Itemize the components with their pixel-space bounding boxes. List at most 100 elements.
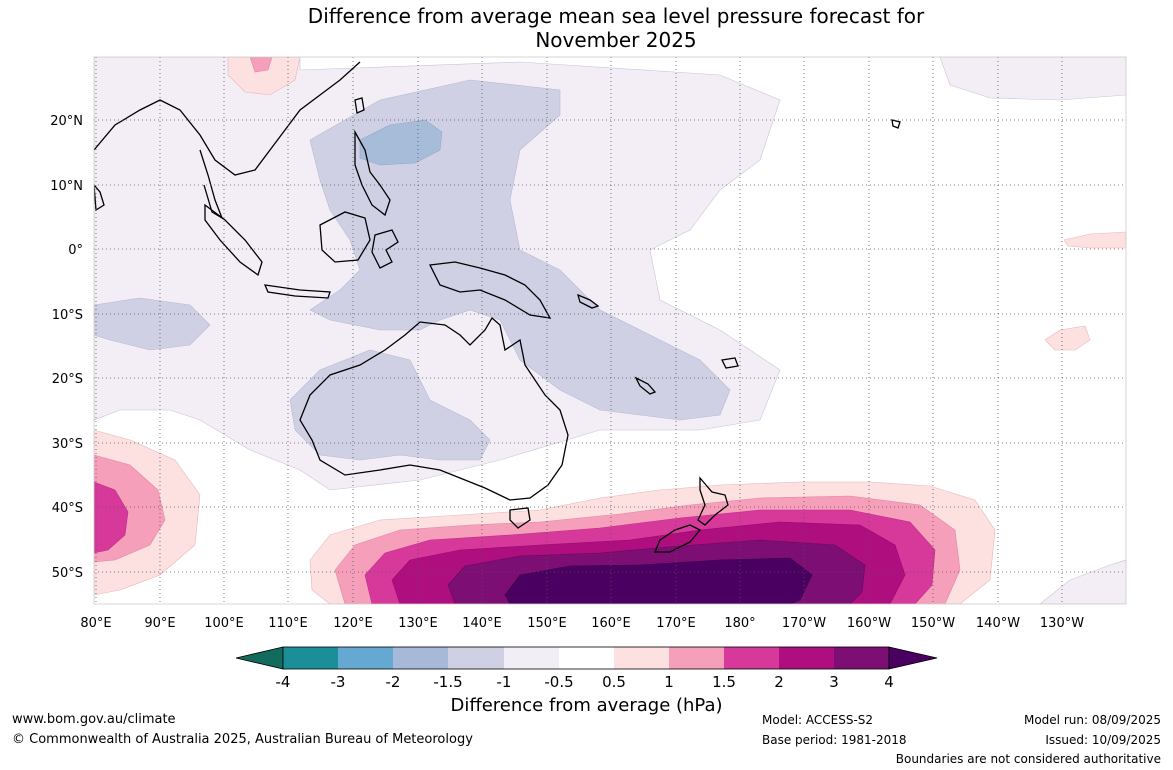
lon-label: 130°W <box>1040 616 1084 631</box>
colorbar-tick: -1 <box>497 673 512 691</box>
title-line-2: November 2025 <box>535 28 697 52</box>
australia-coastline <box>299 316 569 501</box>
colorbar-segment <box>504 647 559 669</box>
taiwan-coastline <box>354 97 365 114</box>
coastlines <box>94 61 901 553</box>
colorbar-segment <box>283 647 338 669</box>
issued-date: Issued: 10/09/2025 <box>1045 733 1161 747</box>
lon-label: 140°W <box>976 616 1020 631</box>
colorbar-segment <box>448 647 504 669</box>
contour-neg-1 <box>309 79 731 421</box>
contour-pos-4-south <box>504 557 813 604</box>
lat-label: 20°N <box>50 114 83 129</box>
chart-title: Difference from average mean sea level p… <box>0 4 1173 52</box>
contour-pos-1-5-west <box>94 481 129 554</box>
lon-label: 140°E <box>462 616 502 631</box>
map-frame <box>93 56 1127 605</box>
lon-label: 150°E <box>527 616 567 631</box>
colorbar <box>235 646 938 670</box>
contour-pos-east-eq <box>1063 231 1126 249</box>
base-period: Base period: 1981-2018 <box>762 733 907 747</box>
contour-neg-1-w <box>94 297 211 351</box>
colorbar-tick: -0.5 <box>544 673 573 691</box>
lon-label: 120°E <box>333 616 373 631</box>
colorbar-segment <box>393 647 448 669</box>
new-guinea-coastline <box>429 261 552 319</box>
solomon-islands-coastline <box>577 293 600 309</box>
tasmania-coastline <box>509 507 531 529</box>
colorbar-outline <box>282 646 890 670</box>
colorbar-segment <box>724 647 779 669</box>
contour-neg-1-aus <box>289 349 491 461</box>
lon-label: 110°E <box>268 616 308 631</box>
new-zealand-south-coastline <box>654 524 702 553</box>
lon-label: 170°E <box>656 616 696 631</box>
malay-peninsula-coastline <box>199 149 224 220</box>
contour-neg-0-5-se <box>1039 559 1126 604</box>
lat-label: 20°S <box>52 372 83 387</box>
colorbar-segment <box>779 647 834 669</box>
colorbar-tick: 4 <box>884 673 894 691</box>
colorbar-segment <box>614 647 669 669</box>
lat-label: 0° <box>68 243 83 258</box>
new-caledonia-coastline <box>634 376 657 395</box>
lat-label: 40°S <box>52 501 83 516</box>
philippines-coastline <box>354 129 391 217</box>
colorbar-label: Difference from average (hPa) <box>450 695 723 716</box>
colorbar-tick: 1.5 <box>712 673 736 691</box>
graticule <box>94 57 1126 604</box>
sulawesi-coastline <box>371 229 399 269</box>
colorbar-tick: 1 <box>664 673 674 691</box>
colorbar-extend-high <box>888 646 938 670</box>
boundaries-disclaimer: Boundaries are not considered authoritat… <box>895 752 1161 766</box>
lat-label: 50°S <box>52 566 83 581</box>
colorbar-ticks: -4 -3 -2 -1.5 -1 -0.5 0.5 1 1.5 2 3 4 <box>276 673 894 691</box>
colorbar-tick: 0.5 <box>602 673 626 691</box>
colorbar-segment <box>669 647 724 669</box>
contour-neg-1-5 <box>359 119 443 166</box>
colorbar-tick: -1.5 <box>433 673 462 691</box>
model-run: Model run: 08/09/2025 <box>1023 713 1161 727</box>
borneo-coastline <box>319 211 371 263</box>
lon-label: 160°E <box>591 616 631 631</box>
colorbar-tick: -2 <box>386 673 401 691</box>
colorbar-extend-low <box>235 646 284 670</box>
model-name: Model: ACCESS-S2 <box>762 713 874 727</box>
lat-label: 30°S <box>52 437 83 452</box>
new-zealand-north-coastline <box>697 476 729 526</box>
contour-pos-east-20s <box>1044 325 1091 351</box>
lon-label: 100°E <box>204 616 244 631</box>
contour-pos-1-north <box>249 57 273 73</box>
lon-label: 130°E <box>398 616 438 631</box>
copyright: © Commonwealth of Australia 2025, Austra… <box>12 732 473 747</box>
title-line-1: Difference from average mean sea level p… <box>307 4 925 28</box>
lon-label: 170°W <box>782 616 826 631</box>
lon-label: 80°E <box>80 616 111 631</box>
lat-label: 10°S <box>52 308 83 323</box>
colorbar-tick: -4 <box>276 673 291 691</box>
colorbar-tick: 2 <box>774 673 784 691</box>
latitude-labels: 20°N 10°N 0° 10°S 20°S 30°S 40°S 50°S <box>50 114 83 581</box>
colorbar-segment <box>834 647 889 669</box>
lat-label: 10°N <box>50 179 83 194</box>
lon-label: 180° <box>724 616 755 631</box>
anomaly-field <box>94 57 1126 604</box>
lon-label: 160°W <box>847 616 891 631</box>
colorbar-segment <box>338 647 393 669</box>
colorbar-tick: 3 <box>829 673 839 691</box>
contour-neg-0-5-east <box>939 57 1126 101</box>
sumatra-coastline <box>204 203 263 277</box>
colorbar-segment <box>559 647 614 669</box>
colorbar-tick: -3 <box>331 673 346 691</box>
hawaii-coastline <box>891 119 901 129</box>
mainland-asia-coastline <box>94 61 361 176</box>
contour-pos-north <box>227 57 301 96</box>
sri-lanka-coastline <box>94 184 105 212</box>
fiji-coastline <box>721 357 739 369</box>
java-coastline <box>263 284 331 299</box>
longitude-labels: 80°E 90°E 100°E 110°E 120°E 130°E 140°E … <box>80 616 1084 631</box>
lon-label: 90°E <box>144 616 175 631</box>
lon-label: 150°W <box>911 616 955 631</box>
bom-url: www.bom.gov.au/climate <box>12 712 176 727</box>
